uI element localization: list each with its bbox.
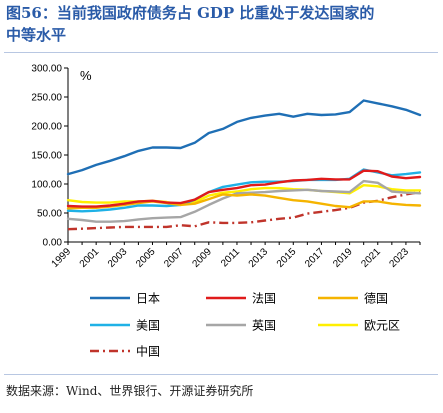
x-tick-labels: 1999 2001 2003 2005 2007 2009 2011 2013 2015 2017… <box>50 246 412 270</box>
x-tick-label: 1999 <box>50 246 74 270</box>
chart-axes <box>64 67 421 245</box>
y-tick-label: 200.00 <box>31 122 62 133</box>
legend-label: 欧元区 <box>364 319 400 333</box>
source-note: 数据来源：Wind、世界银行、开源证券研究所 <box>6 384 254 398</box>
x-tick-label: 2007 <box>162 246 186 270</box>
x-tick-label: 2019 <box>331 246 355 270</box>
y-tick-label: 100.00 <box>31 180 62 191</box>
series-line <box>66 193 422 210</box>
title-divider <box>4 52 438 53</box>
x-tick-label: 2023 <box>388 246 412 270</box>
y-unit-label: % <box>80 68 92 83</box>
series-lines <box>66 99 422 231</box>
series-line <box>66 99 422 176</box>
figure-title: 图56：当前我国政府债务占 GDP 比重处于发达国家的 中等水平 <box>6 2 438 46</box>
legend-label: 德国 <box>364 291 388 306</box>
x-tick-label: 2011 <box>219 246 242 269</box>
legend-label: 法国 <box>252 292 276 306</box>
x-tick-label: 2017 <box>303 246 327 270</box>
y-tick-label: 300.00 <box>31 64 62 75</box>
x-tick-label: 2003 <box>106 246 130 270</box>
y-tick-labels: 0.00 50.00 100.00 150.00 200.00 250.00 300.00 <box>31 64 62 249</box>
x-tick-label: 2021 <box>359 246 383 270</box>
legend-label: 日本 <box>136 292 160 306</box>
series-line <box>66 183 422 206</box>
figure-title-line2: 中等水平 <box>6 26 67 44</box>
y-tick-label: 250.00 <box>31 93 62 104</box>
x-tick-label: 2013 <box>247 246 271 270</box>
y-tick-label: 50.00 <box>37 209 62 220</box>
series-line <box>66 179 422 223</box>
x-tick-label: 2005 <box>134 246 158 270</box>
figure-title-line1: 图56：当前我国政府债务占 GDP 比重处于发达国家的 <box>6 4 375 22</box>
x-tick-label: 2009 <box>190 246 214 270</box>
series-line <box>66 169 422 208</box>
x-tick-label: 2015 <box>275 246 299 270</box>
y-tick-label: 150.00 <box>31 151 62 162</box>
legend-label: 中国 <box>136 344 160 359</box>
legend-label: 英国 <box>252 319 276 333</box>
source-divider <box>4 374 438 375</box>
x-tick-label: 2001 <box>78 246 102 270</box>
series-line <box>67 190 421 231</box>
line-chart: 0.0050.00100.00150.00200.00250.00300.00 … <box>31 64 422 359</box>
y-tick-label: 0.00 <box>43 238 63 249</box>
legend-label: 美国 <box>136 319 160 333</box>
